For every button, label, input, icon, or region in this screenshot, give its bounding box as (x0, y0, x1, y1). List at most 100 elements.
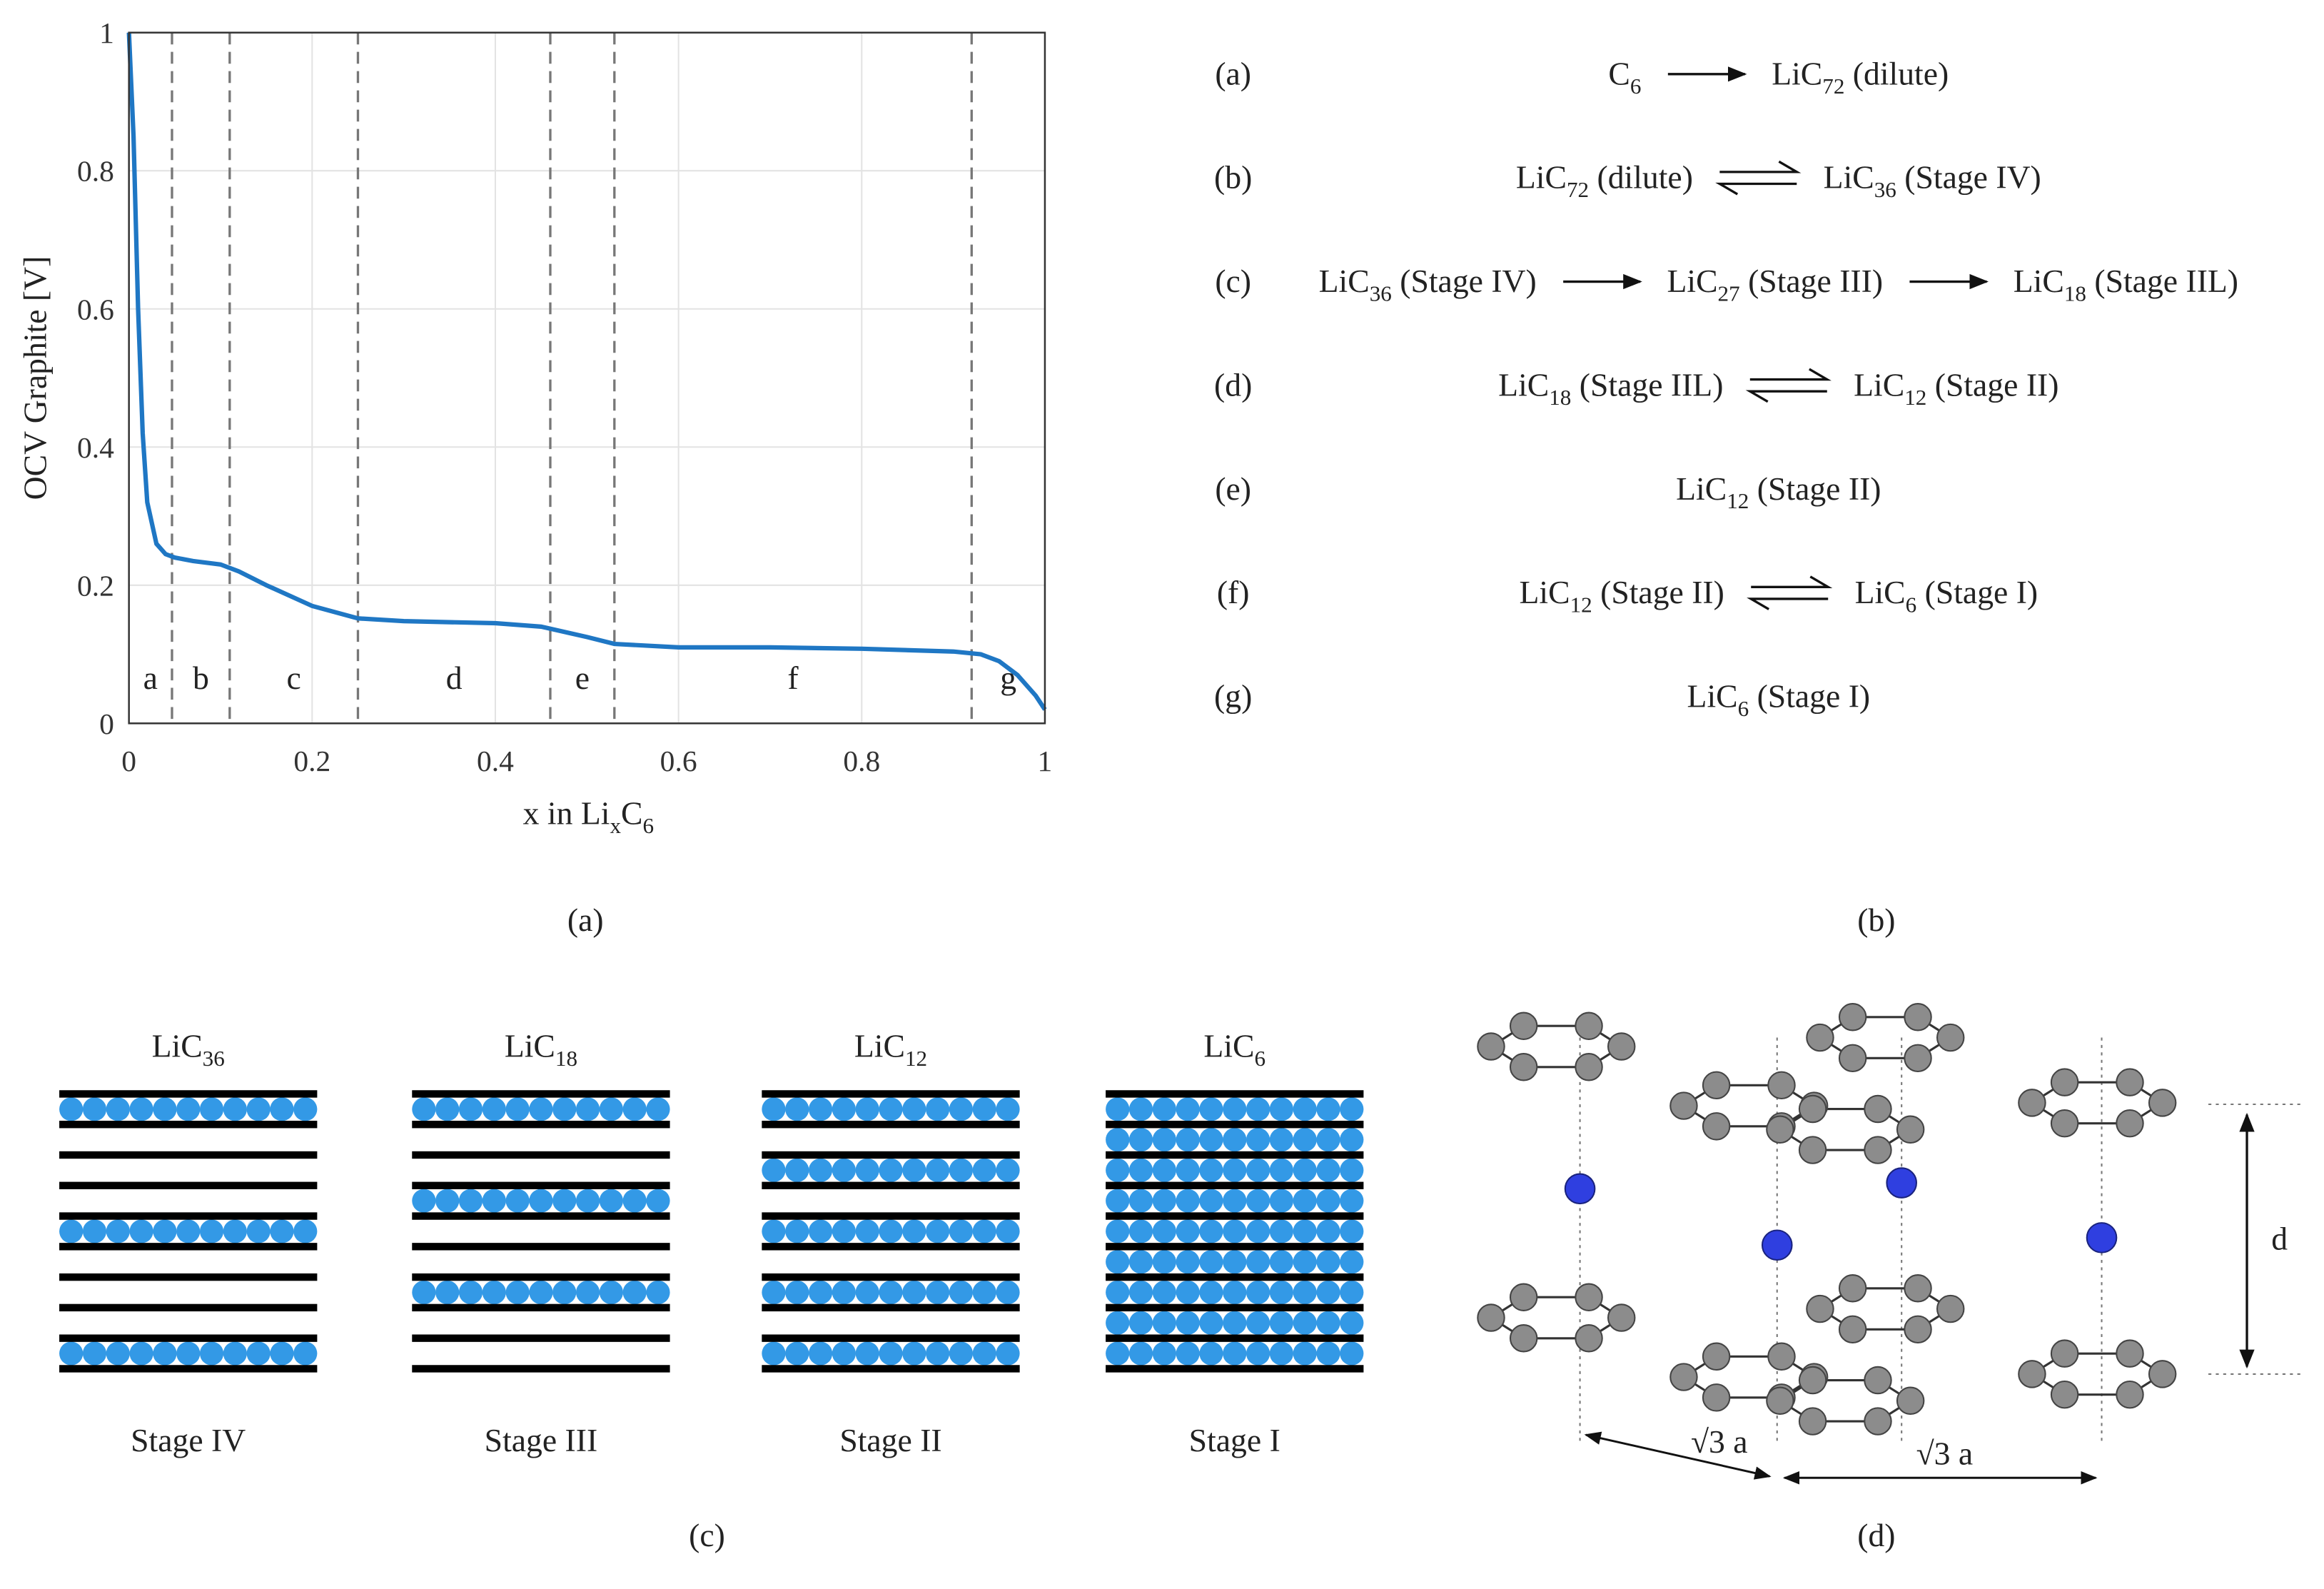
lithium-atom (1761, 1229, 1793, 1261)
lithium-ion (1293, 1097, 1317, 1121)
reaction-label: (c) (1215, 263, 1251, 299)
formula-part: 18 (555, 1046, 577, 1071)
lithium-ion (1223, 1311, 1247, 1335)
lithium-atom (1886, 1167, 1917, 1199)
lithium-ion (199, 1097, 224, 1121)
lithium-ion (482, 1189, 506, 1213)
carbon-atom (1702, 1112, 1731, 1141)
formula-part: 12 (905, 1046, 927, 1071)
formula-part: (Stage I) (1916, 574, 2038, 610)
formula-part: (Stage IIL) (1571, 366, 1723, 403)
lithium-ion (1152, 1250, 1176, 1274)
lithium-ion (458, 1280, 483, 1305)
lithium-ion (1106, 1158, 1130, 1183)
lithium-ion (1199, 1311, 1223, 1335)
graphene-layer (762, 1181, 1020, 1189)
formula-part: 12 (1570, 592, 1592, 617)
graphene-layer (1106, 1365, 1364, 1373)
lithium-ion (1152, 1128, 1176, 1152)
lithium-ion (832, 1097, 856, 1121)
lithium-ion (1199, 1250, 1223, 1274)
formula-part: LiC (854, 1028, 905, 1064)
carbon-ring (2030, 1081, 2165, 1125)
lithium-ion (1340, 1189, 1364, 1213)
lithium-ion (1128, 1189, 1153, 1213)
lithium-ion (855, 1097, 879, 1121)
formula-part: LiC (1203, 1028, 1254, 1064)
formula-part: (Stage II) (1926, 366, 2058, 403)
lithium-ion (1176, 1341, 1200, 1366)
lithium-ion (1269, 1219, 1293, 1244)
lithium-ion (1246, 1128, 1270, 1152)
formula-part: (Stage IIL) (2086, 263, 2238, 299)
carbon-atom (1509, 1324, 1538, 1353)
lithium-ion (1152, 1219, 1176, 1244)
lithium-ion (902, 1097, 926, 1121)
lithium-ion (646, 1097, 670, 1121)
species: LiC12 (Stage II) (1520, 574, 1724, 617)
carbon-atom (1864, 1366, 1892, 1395)
formula-part: LiC (1772, 55, 1822, 91)
lithium-ion (412, 1280, 436, 1305)
lithium-ion (832, 1341, 856, 1366)
graphene-layer (59, 1365, 318, 1373)
formula-part: (Stage I) (1749, 677, 1870, 714)
reaction-label: (g) (1214, 677, 1252, 714)
lithium-ion (1128, 1280, 1153, 1305)
graphene-layer (1106, 1273, 1364, 1281)
lithium-ion (129, 1219, 153, 1244)
lithium-ion (529, 1189, 553, 1213)
lithium-ion (270, 1219, 294, 1244)
lithium-ion (1223, 1097, 1247, 1121)
lithium-ion (1246, 1158, 1270, 1183)
formula-part: LiC (1855, 574, 1906, 610)
lithium-ion (552, 1189, 577, 1213)
panel-label: (a) (567, 902, 604, 938)
lithium-ion (1152, 1158, 1176, 1183)
lithium-ion (1246, 1280, 1270, 1305)
graphene-layer (412, 1151, 670, 1159)
graphene-layer (59, 1334, 318, 1342)
x-tick-label: 0.2 (293, 745, 330, 777)
lithium-ion (972, 1341, 996, 1366)
formula-part: 72 (1567, 177, 1589, 202)
lithium-ion (246, 1219, 271, 1244)
carbon-atom (1806, 1023, 1834, 1052)
lithium-ion (1176, 1280, 1200, 1305)
spacing-arrow (1584, 1431, 1772, 1480)
lithium-ion (1246, 1341, 1270, 1366)
lithium-ion (1340, 1341, 1364, 1366)
graphene-layer (412, 1212, 670, 1220)
formula-part: (Stage IV) (1392, 263, 1537, 299)
lithium-ion (293, 1097, 318, 1121)
lithium-ion (1176, 1311, 1200, 1335)
equilibrium-arrow (1747, 597, 1829, 610)
lithium-ion (949, 1097, 974, 1121)
lithium-ion (1223, 1128, 1247, 1152)
graphene-layer (1106, 1243, 1364, 1251)
formula-part: 18 (2064, 281, 2086, 306)
lithium-ion (1316, 1280, 1340, 1305)
species: LiC27 (Stage III) (1667, 263, 1883, 306)
graphene-layer (762, 1243, 1020, 1251)
lithium-ion (1106, 1128, 1130, 1152)
y-tick-label: 0 (99, 707, 114, 740)
lithium-ion (1106, 1311, 1130, 1335)
stack-title: LiC6 (1203, 1028, 1265, 1071)
lithium-atom (2086, 1222, 2118, 1253)
lithium-ion (1316, 1158, 1340, 1183)
lithium-ion (412, 1189, 436, 1213)
formula-part: C (1608, 55, 1630, 91)
lithium-ion (1199, 1219, 1223, 1244)
carbon-atom (1575, 1283, 1603, 1311)
lithium-ion (153, 1097, 177, 1121)
lithium-ion (505, 1280, 530, 1305)
formula-part: (dilute) (1844, 55, 1949, 91)
carbon-atom (2148, 1089, 2177, 1117)
carbon-atom (1798, 1366, 1827, 1395)
carbon-atom (1607, 1303, 1636, 1332)
formula-part: LiC (1687, 677, 1738, 714)
carbon-atom (1575, 1324, 1603, 1353)
lithium-ion (1316, 1219, 1340, 1244)
lithium-ion (1316, 1311, 1340, 1335)
